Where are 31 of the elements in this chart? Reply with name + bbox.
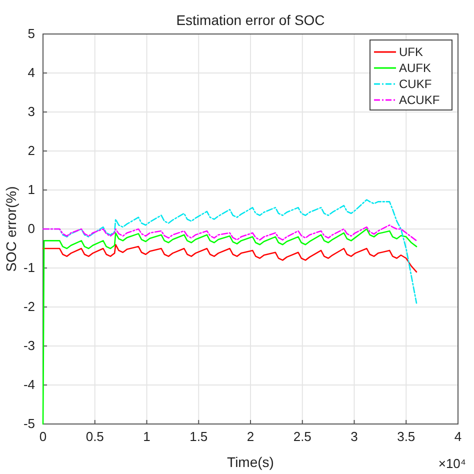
- line-series: [42, 244, 418, 273]
- x-tick-label: 1: [143, 429, 150, 444]
- y-tick-label: -1: [23, 260, 35, 276]
- y-tick-label: 1: [28, 182, 35, 198]
- y-tick-label: 5: [28, 26, 35, 42]
- legend-label: ACUKF: [399, 93, 440, 107]
- legend-label: UFK: [399, 45, 423, 59]
- legend-label: AUFK: [399, 61, 432, 75]
- y-axis-title: SOC error(%): [3, 186, 19, 272]
- x-axis-title: Time(s): [227, 454, 274, 470]
- legend-label: CUKF: [399, 77, 432, 91]
- x-tick-label: 2.5: [293, 429, 312, 444]
- x-tick-label: 4: [454, 429, 462, 444]
- y-tick-label: 2: [28, 143, 35, 158]
- y-tick-label: 4: [28, 65, 35, 80]
- line-series: [42, 224, 418, 242]
- x-tick-label: 0: [39, 429, 47, 444]
- y-tick-label: 3: [28, 104, 35, 120]
- chart-title: Estimation error of SOC: [176, 12, 325, 28]
- y-tick-label: -2: [23, 299, 35, 314]
- text: ×10⁴: [438, 456, 466, 471]
- y-tick-label: -5: [23, 416, 35, 432]
- y-tick-label: 0: [28, 221, 35, 236]
- x-tick-label: 0.5: [86, 429, 104, 444]
- x-tick-label: 1.5: [190, 429, 208, 444]
- x-tick-label: 2: [246, 429, 254, 444]
- y-tick-label: -4: [23, 377, 35, 392]
- y-tick-label: -3: [23, 338, 35, 354]
- x-tick-label: 3: [350, 429, 358, 444]
- line-series: [42, 228, 418, 425]
- x-tick-label: 3.5: [397, 429, 416, 444]
